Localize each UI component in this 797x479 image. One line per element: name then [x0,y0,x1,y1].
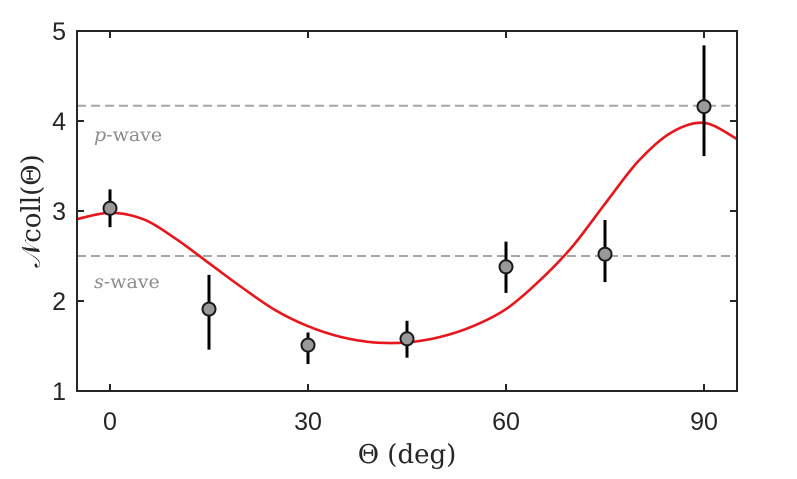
axis-ticks [77,30,737,392]
data-point [201,301,217,317]
x-tick-label: 90 [690,408,718,436]
data-point [399,331,415,347]
y-tick-label: 3 [52,198,66,226]
x-tick-label: 30 [294,408,322,436]
x-tick-labels: 0 30 60 90 [103,408,718,436]
data-point [498,259,514,275]
data-point [102,200,118,216]
y-axis-title: 𝒩coll(Θ) [17,154,47,267]
p-wave-label: p-wave [94,124,162,146]
data-point [300,337,316,353]
data-point [696,99,712,115]
data-point [597,246,613,262]
fit-curve [76,121,738,345]
fit-curve-layer [76,121,738,345]
y-tick-label: 1 [52,378,66,406]
reference-lines [77,104,737,257]
x-axis-title: Θ (deg) [358,440,457,470]
y-tick-labels: 1 2 3 4 5 [52,18,66,406]
error-bars [108,45,706,364]
y-tick-label: 2 [52,288,66,316]
s-wave-label: s-wave [94,271,160,293]
y-tick-label: 5 [52,18,66,46]
x-tick-label: 0 [103,408,117,436]
x-tick-label: 60 [492,408,520,436]
data-points [102,99,712,353]
y-tick-label: 4 [52,108,66,136]
